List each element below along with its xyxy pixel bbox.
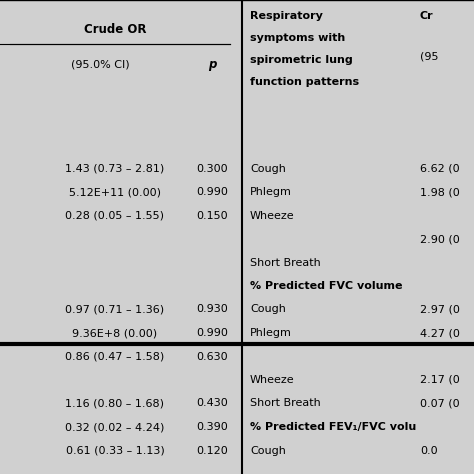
Text: 1.16 (0.80 – 1.68): 1.16 (0.80 – 1.68) [65, 399, 164, 409]
Text: 0.32 (0.02 – 4.24): 0.32 (0.02 – 4.24) [65, 422, 164, 432]
Text: 0.930: 0.930 [196, 304, 228, 315]
Text: 5.12E+11 (0.00): 5.12E+11 (0.00) [69, 187, 161, 197]
Text: Phlegm: Phlegm [250, 328, 292, 338]
Text: 0.300: 0.300 [196, 164, 228, 173]
Text: Wheeze: Wheeze [250, 375, 295, 385]
Text: 0.0: 0.0 [420, 446, 438, 456]
Text: % Predicted FEV₁/FVC volu: % Predicted FEV₁/FVC volu [250, 422, 416, 432]
Text: 1.43 (0.73 – 2.81): 1.43 (0.73 – 2.81) [65, 164, 164, 173]
Text: 0.630: 0.630 [196, 352, 228, 362]
Text: 1.98 (0: 1.98 (0 [420, 187, 460, 197]
Text: (95: (95 [420, 51, 438, 61]
Text: spirometric lung: spirometric lung [250, 55, 353, 65]
Text: Cough: Cough [250, 164, 286, 173]
Text: 0.390: 0.390 [196, 422, 228, 432]
Text: 2.17 (0: 2.17 (0 [420, 375, 460, 385]
Text: 2.90 (0: 2.90 (0 [420, 234, 460, 244]
Text: Short Breath: Short Breath [250, 399, 321, 409]
Text: Cr: Cr [420, 11, 434, 21]
Text: 0.990: 0.990 [196, 328, 228, 338]
Text: symptoms with: symptoms with [250, 33, 345, 43]
Text: Cough: Cough [250, 446, 286, 456]
Text: 0.150: 0.150 [196, 210, 228, 220]
Text: 0.120: 0.120 [196, 446, 228, 456]
Text: 2.97 (0: 2.97 (0 [420, 304, 460, 315]
Text: p: p [208, 57, 216, 71]
Text: 0.07 (0: 0.07 (0 [420, 399, 460, 409]
Text: Crude OR: Crude OR [84, 22, 146, 36]
Text: 0.430: 0.430 [196, 399, 228, 409]
Text: 4.27 (0: 4.27 (0 [420, 328, 460, 338]
Text: % Predicted FVC volume: % Predicted FVC volume [250, 281, 402, 291]
Text: 0.990: 0.990 [196, 187, 228, 197]
Text: 0.86 (0.47 – 1.58): 0.86 (0.47 – 1.58) [65, 352, 164, 362]
Text: (95.0% CI): (95.0% CI) [71, 59, 129, 69]
Text: Cough: Cough [250, 304, 286, 315]
Text: Short Breath: Short Breath [250, 257, 321, 267]
Text: function patterns: function patterns [250, 77, 359, 87]
Text: 6.62 (0: 6.62 (0 [420, 164, 460, 173]
Text: 9.36E+8 (0.00): 9.36E+8 (0.00) [73, 328, 157, 338]
Text: 0.97 (0.71 – 1.36): 0.97 (0.71 – 1.36) [65, 304, 164, 315]
Text: Phlegm: Phlegm [250, 187, 292, 197]
Text: Respiratory: Respiratory [250, 11, 323, 21]
Text: Wheeze: Wheeze [250, 210, 295, 220]
Text: 0.28 (0.05 – 1.55): 0.28 (0.05 – 1.55) [65, 210, 164, 220]
Text: 0.61 (0.33 – 1.13): 0.61 (0.33 – 1.13) [65, 446, 164, 456]
